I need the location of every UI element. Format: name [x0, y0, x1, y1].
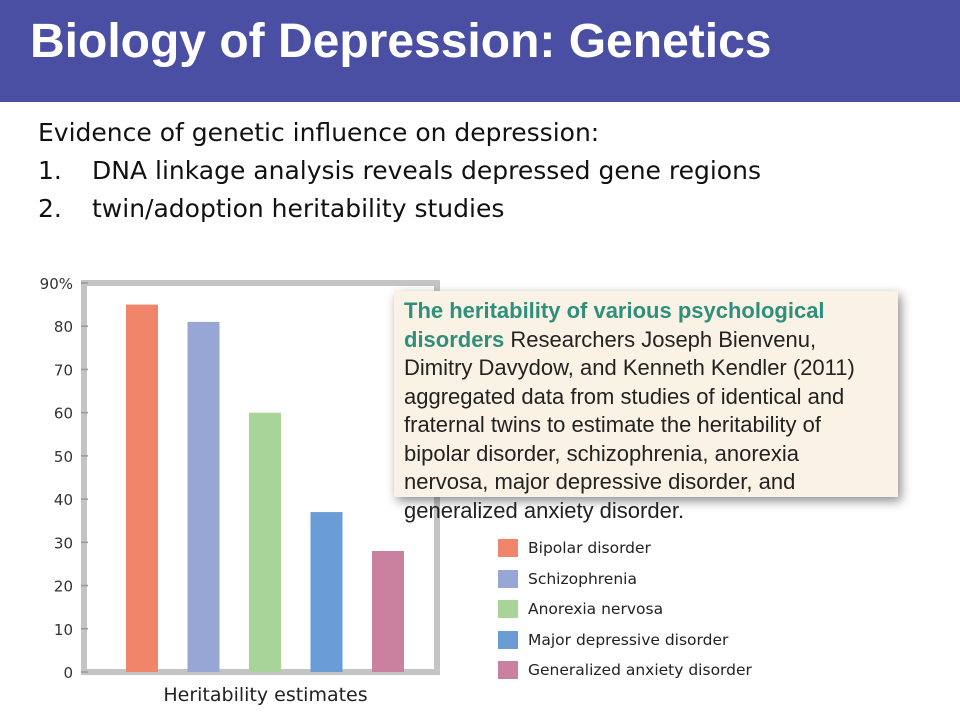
y-tick-label: 60 — [54, 405, 73, 423]
intro-lead: Evidence of genetic influence on depress… — [38, 118, 600, 147]
chart-legend: Bipolar disorder Schizophrenia Anorexia ne… — [498, 533, 752, 686]
legend-item: Generalized anxiety disorder — [498, 655, 752, 686]
bar-3 — [249, 412, 281, 672]
legend-label: Bipolar disorder — [528, 539, 651, 558]
bar-1 — [126, 304, 158, 672]
y-tick-label: 70 — [54, 361, 73, 379]
legend-swatch — [498, 630, 518, 649]
legend-label: Anorexia nervosa — [528, 600, 664, 619]
intro-item-text: twin/adoption heritability studies — [92, 194, 505, 223]
legend-item: Bipolar disorder — [498, 533, 752, 564]
x-axis-label: Heritability estimates — [163, 684, 367, 706]
bar-5 — [372, 550, 404, 672]
bar-2 — [187, 321, 220, 672]
y-tick-label: 20 — [54, 578, 73, 596]
legend-item: Major depressive disorder — [498, 625, 752, 656]
intro-item-text: DNA linkage analysis reveals depressed g… — [92, 156, 761, 185]
intro-item-2: 2. twin/adoption heritability studies — [38, 190, 938, 228]
callout-heading: The heritability of various psychologica… — [404, 298, 825, 352]
legend-swatch — [498, 569, 518, 588]
intro-item-1: 1. DNA linkage analysis reveals depressed… — [38, 152, 938, 190]
callout-body: Researchers Joseph Bienvenu, Dimitry Dav… — [404, 326, 855, 523]
y-tick-label: 10 — [54, 621, 73, 639]
intro-text: Evidence of genetic influence on depress… — [38, 114, 938, 228]
y-tick-label: 30 — [54, 534, 73, 552]
legend-item: Schizophrenia — [498, 564, 752, 595]
legend-swatch — [498, 661, 518, 680]
intro-item-number: 1. — [38, 156, 62, 185]
heritability-callout: The heritability of various psychologica… — [394, 291, 898, 523]
y-tick-label: 90% — [40, 275, 73, 293]
bar-4 — [310, 512, 343, 672]
title-bar: Biology of Depression: Genetics — [0, 0, 960, 102]
y-tick-label: 50 — [54, 448, 73, 466]
y-tick-label: 40 — [54, 491, 73, 509]
y-tick-label: 80 — [54, 318, 73, 336]
slide-title: Biology of Depression: Genetics — [30, 15, 772, 68]
legend-label: Generalized anxiety disorder — [528, 661, 752, 680]
y-tick-label: 0 — [63, 664, 73, 682]
legend-label: Major depressive disorder — [528, 630, 729, 649]
intro-item-number: 2. — [38, 194, 62, 223]
legend-label: Schizophrenia — [528, 569, 637, 588]
legend-swatch — [498, 539, 518, 558]
legend-item: Anorexia nervosa — [498, 594, 752, 625]
legend-swatch — [498, 600, 518, 619]
